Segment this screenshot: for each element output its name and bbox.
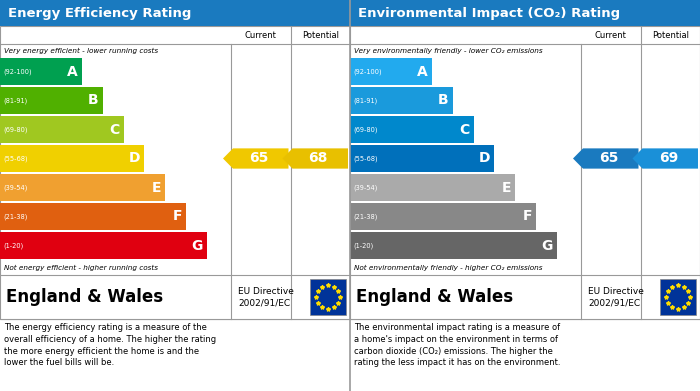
Text: Not energy efficient - higher running costs: Not energy efficient - higher running co…	[4, 265, 158, 271]
Text: (21-38): (21-38)	[3, 213, 27, 220]
Text: C: C	[459, 122, 470, 136]
Bar	[350, 87, 453, 114]
Bar	[0, 0, 350, 26]
Bar	[0, 87, 103, 114]
Bar	[350, 0, 700, 26]
Polygon shape	[283, 148, 348, 169]
Text: E: E	[152, 181, 161, 194]
Text: (69-80): (69-80)	[3, 126, 27, 133]
Text: England & Wales: England & Wales	[6, 288, 163, 306]
Bar	[0, 145, 144, 172]
Text: The energy efficiency rating is a measure of the
overall efficiency of a home. T: The energy efficiency rating is a measur…	[4, 323, 216, 368]
Polygon shape	[573, 148, 638, 169]
Text: (55-68): (55-68)	[353, 155, 377, 162]
Text: (92-100): (92-100)	[353, 68, 382, 75]
Bar	[0, 275, 350, 319]
Text: (81-91): (81-91)	[3, 97, 27, 104]
Text: (55-68): (55-68)	[3, 155, 27, 162]
Text: D: D	[129, 151, 141, 165]
Bar	[0, 174, 165, 201]
Text: G: G	[191, 239, 203, 253]
Text: 68: 68	[309, 151, 328, 165]
Text: Potential: Potential	[302, 30, 339, 39]
Bar	[350, 232, 556, 259]
Text: EU Directive
2002/91/EC: EU Directive 2002/91/EC	[238, 287, 294, 307]
Bar	[350, 145, 494, 172]
Text: Very environmentally friendly - lower CO₂ emissions: Very environmentally friendly - lower CO…	[354, 48, 542, 54]
Text: E: E	[502, 181, 511, 194]
Text: C: C	[109, 122, 120, 136]
Text: Current: Current	[245, 30, 276, 39]
Text: (69-80): (69-80)	[353, 126, 377, 133]
Text: (81-91): (81-91)	[353, 97, 377, 104]
Text: (1-20): (1-20)	[353, 242, 373, 249]
Text: Not environmentally friendly - higher CO₂ emissions: Not environmentally friendly - higher CO…	[354, 265, 542, 271]
Text: A: A	[67, 65, 78, 79]
Text: (92-100): (92-100)	[3, 68, 31, 75]
Bar	[0, 58, 82, 85]
Text: 69: 69	[659, 151, 678, 165]
Bar	[350, 203, 536, 230]
Bar	[350, 116, 474, 143]
Bar	[0, 116, 124, 143]
Text: 65: 65	[599, 151, 618, 165]
Text: F: F	[172, 210, 182, 224]
Bar	[0, 232, 206, 259]
Bar	[0, 203, 186, 230]
Text: (21-38): (21-38)	[353, 213, 377, 220]
Text: Potential: Potential	[652, 30, 689, 39]
Text: Current: Current	[595, 30, 626, 39]
Polygon shape	[223, 148, 288, 169]
Text: F: F	[522, 210, 532, 224]
Text: G: G	[541, 239, 553, 253]
Bar	[350, 275, 700, 319]
Bar	[350, 26, 700, 319]
Text: (39-54): (39-54)	[353, 184, 377, 191]
Bar	[310, 279, 346, 315]
Bar	[350, 174, 515, 201]
Text: (39-54): (39-54)	[3, 184, 27, 191]
Text: Very energy efficient - lower running costs: Very energy efficient - lower running co…	[4, 48, 158, 54]
Text: 65: 65	[249, 151, 268, 165]
Text: EU Directive
2002/91/EC: EU Directive 2002/91/EC	[588, 287, 644, 307]
Bar	[660, 279, 696, 315]
Text: Energy Efficiency Rating: Energy Efficiency Rating	[8, 7, 191, 20]
Bar	[350, 58, 432, 85]
Text: Environmental Impact (CO₂) Rating: Environmental Impact (CO₂) Rating	[358, 7, 620, 20]
Text: England & Wales: England & Wales	[356, 288, 513, 306]
Text: B: B	[438, 93, 449, 108]
Text: A: A	[417, 65, 428, 79]
Polygon shape	[633, 148, 698, 169]
Text: The environmental impact rating is a measure of
a home's impact on the environme: The environmental impact rating is a mea…	[354, 323, 561, 368]
Text: (1-20): (1-20)	[3, 242, 23, 249]
Text: B: B	[88, 93, 99, 108]
Bar	[0, 26, 350, 319]
Text: D: D	[479, 151, 491, 165]
